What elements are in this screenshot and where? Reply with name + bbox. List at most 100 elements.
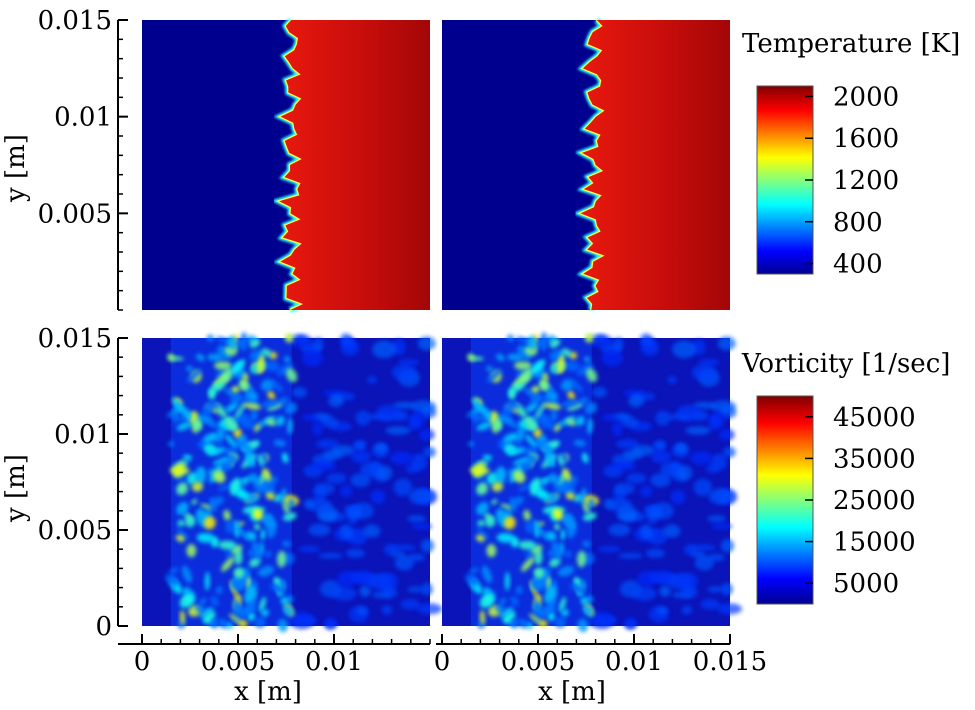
vortex-blob <box>495 466 507 485</box>
vortex-blob <box>168 567 179 574</box>
vortex-blob <box>514 361 532 371</box>
vortex-blob <box>512 380 526 391</box>
vortex-blob <box>284 356 290 363</box>
vortex-blob <box>611 460 636 472</box>
vortex-blob <box>477 519 486 527</box>
vortex-blob <box>663 524 681 538</box>
vortex-blob <box>262 468 272 482</box>
vortex-blob <box>694 555 714 571</box>
vortex-blob <box>363 524 381 538</box>
vortex-blob <box>518 484 531 491</box>
vortex-blob <box>717 336 736 351</box>
vortex-blob <box>561 608 569 617</box>
colorbar-title-temperature: Temperature [K] <box>742 29 960 59</box>
vortex-blob <box>720 538 735 553</box>
hot-region <box>580 20 730 310</box>
vortex-blob <box>580 597 588 605</box>
vortex-blob <box>571 380 583 393</box>
y-tick-label: 0.015 <box>38 6 112 36</box>
vortex-blob <box>507 353 523 361</box>
vortex-blob <box>582 501 590 514</box>
vortex-blob <box>525 403 539 413</box>
vortex-blob <box>351 450 372 464</box>
vortex-blob <box>232 577 247 589</box>
vortex-blob <box>271 380 283 393</box>
vortex-blob <box>280 488 286 504</box>
vortex-blob <box>543 599 557 615</box>
vortex-blob <box>203 516 216 530</box>
vortex-blob <box>340 340 360 356</box>
vortex-blob <box>277 618 288 633</box>
vortex-blob <box>314 482 335 495</box>
vortex-blob <box>705 464 719 474</box>
vortex-blob <box>612 421 623 436</box>
vortex-blob <box>313 337 324 352</box>
vortex-blob <box>659 585 671 598</box>
colorbar-tick-label: 45000 <box>833 403 916 433</box>
panel-vorticity-left <box>142 332 443 633</box>
vortex-blob <box>548 473 561 485</box>
vortex-blob <box>527 335 539 351</box>
vortex-blob <box>273 439 286 447</box>
vortex-blob <box>320 417 339 428</box>
vortex-blob <box>215 585 223 595</box>
vortex-blob <box>287 418 293 435</box>
vortex-blob <box>534 401 547 419</box>
vortex-blob <box>674 442 688 454</box>
vortex-blob <box>167 353 175 362</box>
vortex-blob <box>626 473 647 484</box>
colorbar-tick-label: 400 <box>833 250 883 280</box>
vortex-blob <box>381 605 393 615</box>
vortex-blob <box>282 604 295 617</box>
vortex-blob <box>370 489 386 505</box>
vortex-blob <box>212 380 226 391</box>
colorbar-tick-label: 5000 <box>833 569 899 599</box>
vortex-blob <box>200 503 214 510</box>
vortex-blob <box>176 421 192 431</box>
vortex-blob <box>467 353 475 362</box>
vortex-blob <box>587 418 593 435</box>
vortex-blob <box>178 404 192 420</box>
vortex-blob <box>513 470 526 483</box>
vortex-blob <box>167 441 175 447</box>
vortex-blob <box>640 485 653 498</box>
hot-region <box>279 20 430 310</box>
vortex-blob <box>235 489 250 500</box>
vortex-blob <box>542 373 549 382</box>
vortex-blob <box>249 338 261 349</box>
vortex-blob <box>233 567 245 579</box>
vortex-blob <box>176 502 189 516</box>
vortex-blob <box>476 482 489 496</box>
vortex-blob <box>213 470 226 483</box>
vortex-blob <box>523 454 537 470</box>
colorbar-tick-label: 2000 <box>833 82 899 112</box>
vortex-blob <box>700 599 720 610</box>
vortex-blob <box>691 364 717 381</box>
y-axis-title-bottom: y [m] <box>1 454 31 523</box>
vortex-blob <box>411 400 436 413</box>
vortex-blob <box>266 402 284 411</box>
vortex-blob <box>591 386 608 398</box>
vortex-blob <box>245 531 257 541</box>
vortex-blob <box>482 454 493 461</box>
vortex-blob <box>677 572 699 591</box>
vortex-blob <box>581 452 589 464</box>
vortex-blob <box>389 451 413 465</box>
vortex-blob <box>225 520 235 534</box>
vortex-blob <box>343 505 362 512</box>
vortex-blob <box>693 401 716 409</box>
vortex-blob <box>186 544 197 558</box>
vortex-blob <box>711 410 725 429</box>
vortex-blob <box>584 402 597 415</box>
vortex-blob <box>377 572 399 591</box>
vortex-blob <box>503 516 516 530</box>
colorbar-temperature <box>756 85 814 275</box>
vortex-blob <box>238 415 253 429</box>
vortex-blob <box>494 419 503 430</box>
vortex-blob <box>359 585 371 598</box>
vortex-blob <box>582 604 595 617</box>
colorbar-tick-label: 800 <box>833 208 883 238</box>
vortex-blob <box>613 337 624 352</box>
vortex-blob <box>235 340 245 348</box>
